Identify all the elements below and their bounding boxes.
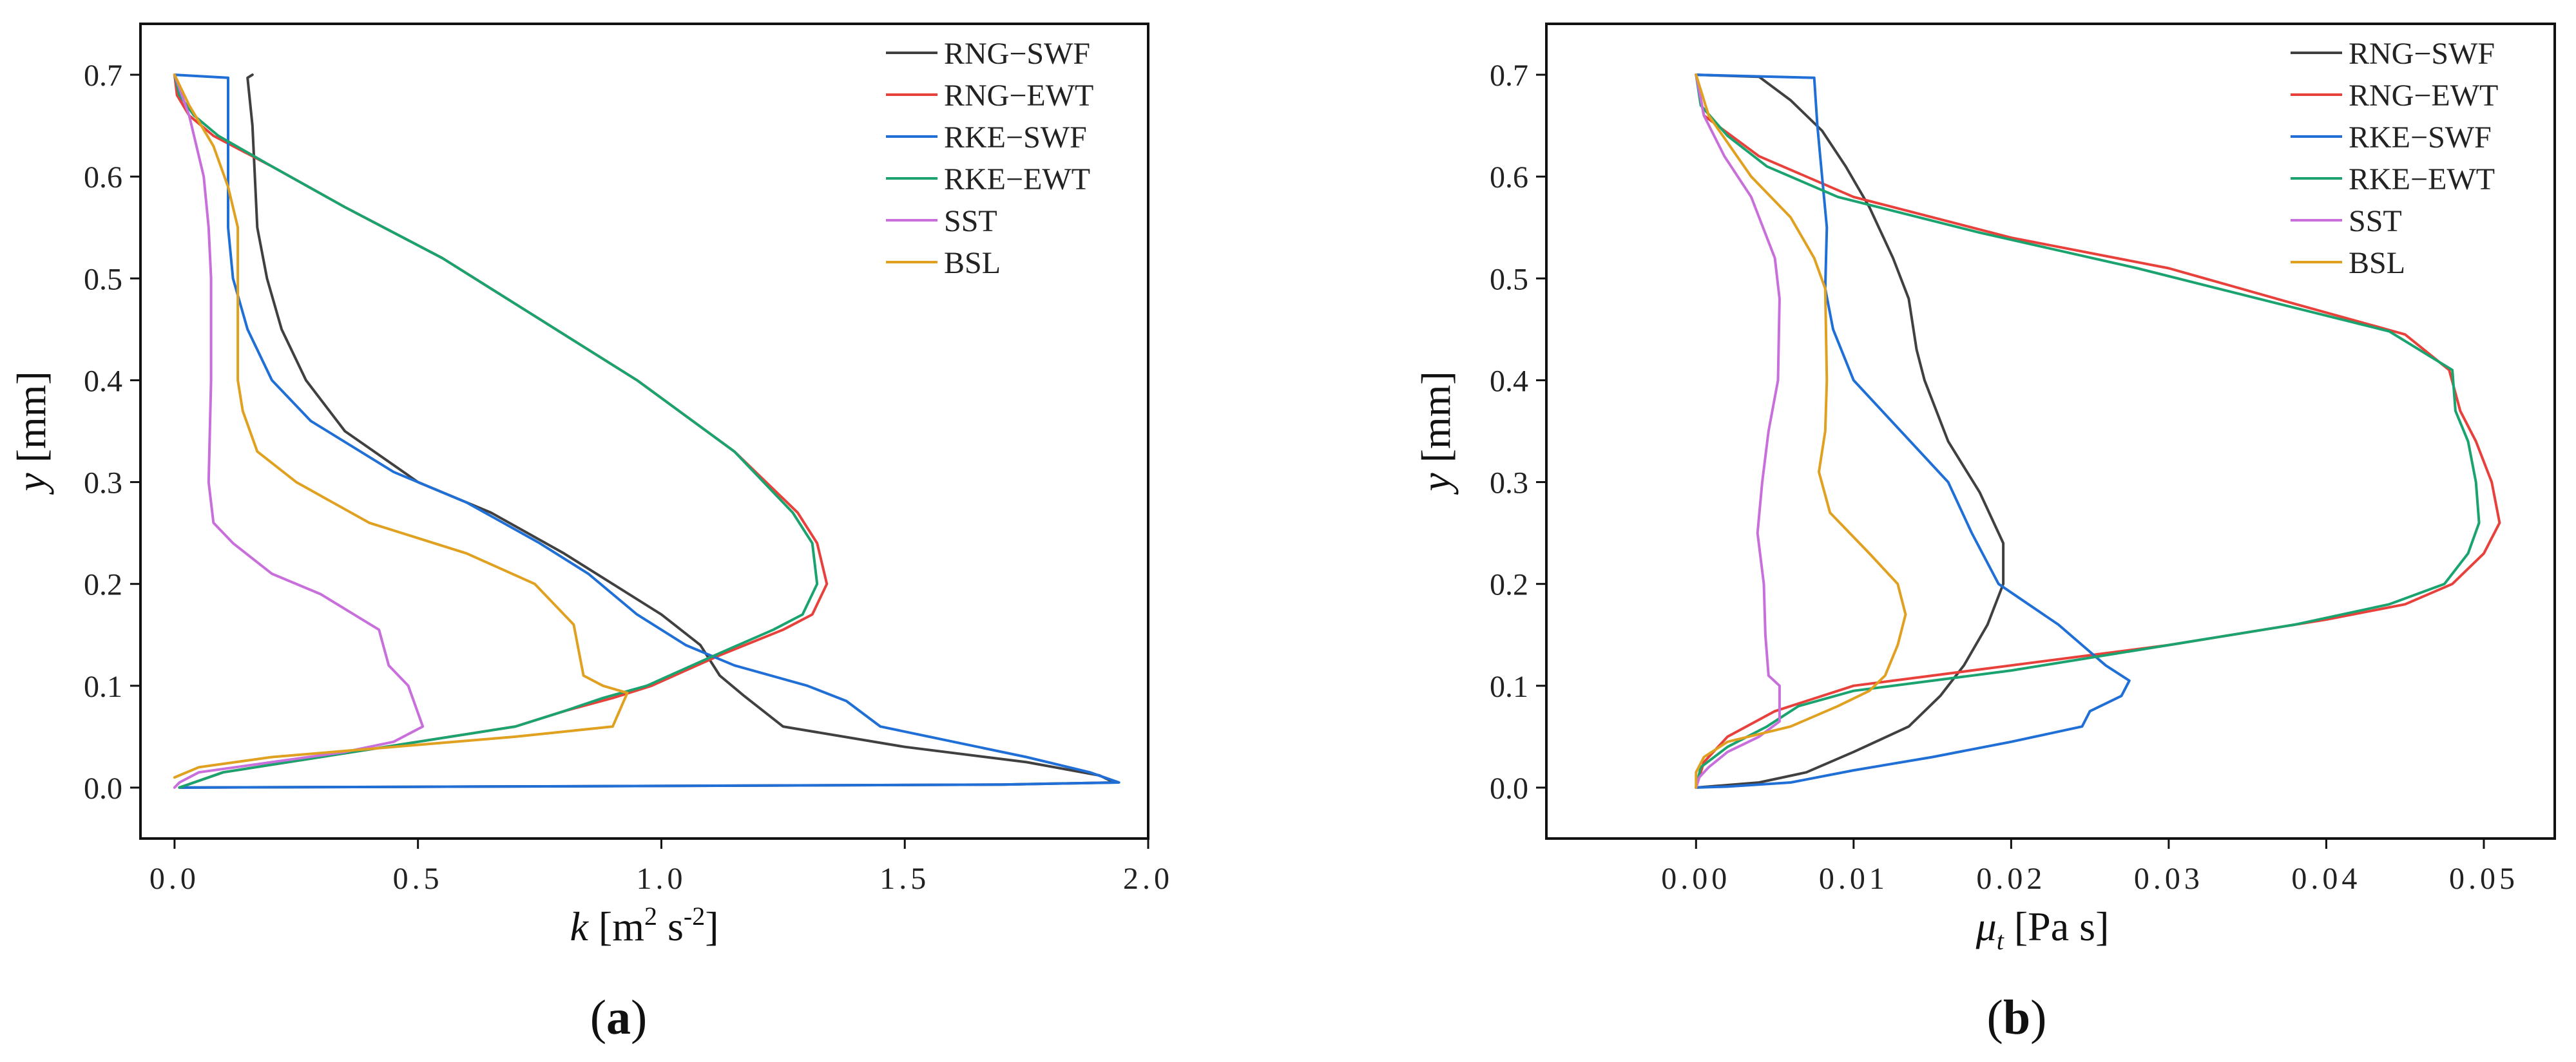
x-tick-label: 0.5 [393,862,443,896]
x-tick-label: 1.5 [879,862,930,896]
y-tick-label: 0.3 [84,466,122,500]
series-line-rke-swf [1695,73,2131,789]
panel-label: (a) [590,991,648,1045]
legend-label: BSL [2349,246,2405,280]
y-tick-label: 0.5 [84,262,122,296]
legend-label: RNG−SWF [2349,37,2495,71]
y-tick-label: 0.4 [84,364,122,398]
series-line-bsl [173,73,629,779]
legend-label: RKE−SWF [944,120,1087,155]
x-tick-label: 2.0 [1123,862,1173,896]
x-tick-label: 0.02 [1976,862,2046,896]
legend-label: RKE−SWF [2349,120,2492,155]
y-tick-label: 0.7 [1490,59,1528,93]
x-axis-title: μt [Pa s] [1975,904,2110,955]
y-tick-label: 0.2 [1490,568,1528,602]
y-tick-label: 0.6 [84,160,122,194]
series-line-rng-ewt [173,73,829,789]
y-tick-label: 0.0 [1490,772,1528,806]
legend: RNG−SWF RNG−EWT RKE−SWF RKE−EWT SST BSL [886,37,1093,280]
y-tick-label: 0.2 [84,568,122,602]
y-tick-label: 0.7 [84,59,122,93]
chart-panel-a: 0.0 0.5 1.0 1.5 2.0 0.0 0.1 0.2 0.3 0.4 0.5 0.6 0.7 R… [8,23,1173,1045]
legend-label: BSL [944,246,1001,280]
y-tick-label: 0.5 [1490,262,1528,296]
x-tick-label: 0.00 [1661,862,1731,896]
panel-label: (b) [1987,991,2047,1045]
x-tick-label: 0.01 [1819,862,1889,896]
y-axis-title: y [mm] [8,371,54,495]
x-tick-label: 0.03 [2134,862,2204,896]
series-line-sst [173,73,425,789]
legend-label: RNG−SWF [944,37,1090,71]
series-line-bsl [1695,73,1907,789]
x-axis-title: k [m2 s-2] [570,902,718,949]
x-tick-label: 1.0 [636,862,686,896]
series-line-rng-swf [1695,73,2005,789]
plot-frame [1545,23,2556,840]
legend-label: RKE−EWT [944,162,1090,196]
x-tick-label: 0.04 [2291,862,2361,896]
x-tick-label: 0.05 [2449,862,2519,896]
series-line-rng-ewt [1695,73,2501,789]
series-line-rke-ewt [173,73,819,789]
chart-panel-b: 0.00 0.01 0.02 0.03 0.04 0.05 0.0 0.1 0.2 0.3 0.4 0… [1413,23,2556,1045]
legend: RNG−SWF RNG−EWT RKE−SWF RKE−EWT SST BSL [2291,37,2498,280]
series-line-rke-ewt [1695,73,2481,789]
y-tick-label: 0.1 [84,670,122,704]
legend-label: RNG−EWT [2349,79,2498,113]
y-tick-label: 0.4 [1490,364,1528,398]
y-tick-label: 0.6 [1490,160,1528,194]
y-tick-label: 0.0 [84,772,122,806]
plot-frame [139,23,1149,840]
series-line-sst [1695,73,1781,789]
y-tick-label: 0.1 [1490,670,1528,704]
y-axis-title: y [mm] [1413,371,1459,495]
series-line-rke-swf [173,73,1120,789]
legend-label: SST [944,204,997,238]
legend-label: RNG−EWT [944,79,1093,113]
legend-label: SST [2349,204,2402,238]
y-tick-label: 0.3 [1490,466,1528,500]
legend-label: RKE−EWT [2349,162,2495,196]
x-tick-label: 0.0 [149,862,200,896]
